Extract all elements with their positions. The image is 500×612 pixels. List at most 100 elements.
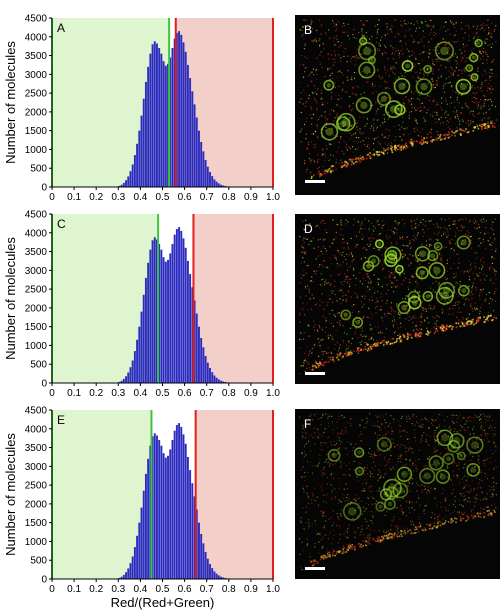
speckle (306, 367, 308, 369)
speckle (373, 247, 375, 249)
speckle (378, 530, 380, 532)
speckle (476, 100, 478, 103)
speckle (335, 168, 337, 170)
speckle (336, 28, 338, 30)
speckle (407, 245, 409, 247)
speckle (495, 287, 497, 289)
speckle (407, 313, 409, 315)
speckle (426, 136, 428, 138)
edge-speckle (345, 161, 348, 163)
speckle (348, 474, 351, 476)
speckle (396, 228, 398, 230)
speckle (303, 64, 305, 66)
speckle (340, 281, 342, 284)
speckle (468, 231, 470, 234)
speckle (420, 316, 422, 318)
speckle (374, 503, 376, 505)
speckle (372, 229, 374, 231)
speckle (365, 32, 368, 34)
edge-speckle (373, 153, 376, 156)
speckle (322, 301, 324, 303)
speckle (448, 462, 450, 465)
edge-speckle (381, 340, 383, 343)
histogram-bar (147, 66, 150, 187)
speckle (336, 151, 338, 153)
speckle (374, 454, 376, 456)
speckle (303, 229, 305, 231)
speckle (312, 495, 314, 497)
speckle (304, 370, 306, 372)
speckle (419, 524, 422, 526)
speckle (393, 316, 395, 318)
edge-speckle (487, 319, 489, 322)
speckle (420, 40, 423, 42)
speckle (480, 418, 482, 420)
speckle (439, 64, 442, 67)
speckle (434, 431, 436, 434)
histogram-bar (200, 533, 203, 579)
histogram-bar (217, 183, 220, 187)
speckle (381, 286, 383, 288)
speckle (384, 493, 386, 495)
speckle (454, 70, 456, 72)
speckle (342, 299, 344, 301)
speckle (427, 485, 430, 487)
y-tick-label: 2500 (25, 285, 48, 296)
speckle (389, 276, 391, 279)
histogram-bar (193, 104, 196, 187)
green-cell (387, 249, 398, 261)
speckle (487, 505, 489, 507)
edge-speckle (426, 140, 429, 143)
speckle (377, 301, 379, 303)
speckle (446, 103, 448, 105)
speckle (435, 44, 437, 46)
edge-speckle (341, 161, 343, 164)
speckle (339, 252, 341, 254)
speckle (340, 71, 343, 74)
speckle (312, 28, 314, 30)
speckle (398, 222, 400, 224)
speckle (384, 136, 387, 138)
speckle (343, 31, 345, 34)
speckle (453, 430, 455, 433)
speckle (455, 441, 457, 443)
speckle (406, 127, 408, 129)
speckle (305, 265, 307, 267)
speckle (409, 459, 411, 462)
speckle (462, 57, 464, 59)
histogram-bar (222, 381, 225, 383)
speckle (425, 440, 428, 443)
edge-speckle (351, 548, 353, 550)
speckle (321, 264, 323, 266)
speckle (410, 89, 412, 92)
speckle (326, 304, 328, 306)
speckle (354, 498, 356, 500)
speckle (478, 443, 480, 445)
speckle (393, 259, 396, 261)
edge-speckle (394, 145, 396, 147)
speckle (346, 298, 348, 300)
speckle (411, 275, 413, 277)
speckle (313, 97, 316, 99)
speckle (376, 437, 379, 439)
speckle (415, 27, 418, 29)
edge-speckle (349, 351, 352, 354)
speckle (372, 339, 375, 341)
speckle (418, 62, 421, 65)
speckle (327, 69, 329, 71)
speckle (388, 458, 390, 460)
speckle (414, 57, 417, 59)
edge-speckle (415, 332, 417, 335)
speckle (474, 266, 476, 268)
speckle (452, 454, 454, 456)
speckle (479, 108, 481, 110)
speckle (487, 506, 489, 509)
speckle (329, 257, 331, 259)
speckle (408, 481, 410, 483)
speckle (310, 414, 312, 416)
speckle (434, 513, 436, 516)
speckle (481, 85, 484, 88)
speckle (371, 299, 373, 301)
speckle (411, 54, 413, 56)
speckle (409, 520, 412, 522)
